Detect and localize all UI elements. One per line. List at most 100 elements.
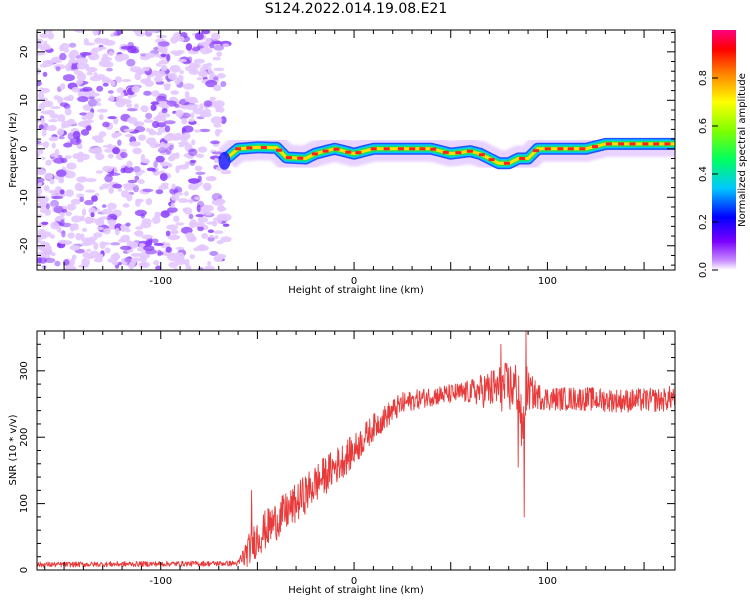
ridge-peak (235, 147, 242, 151)
noise-speckle (140, 213, 145, 219)
noise-speckle (175, 222, 185, 226)
noise-speckle (86, 248, 91, 252)
ridge-peak (409, 147, 416, 151)
noise-speckle (117, 187, 123, 192)
noise-speckle (188, 213, 194, 220)
noise-speckle (56, 169, 67, 177)
noise-speckle (61, 230, 66, 238)
noise-speckle (169, 144, 174, 150)
noise-speckle (187, 56, 193, 64)
colorbar-label: Normalized spectral amplitude (737, 73, 748, 227)
noise-speckle (58, 239, 67, 244)
noise-speckle (214, 129, 221, 137)
noise-speckle (123, 128, 135, 132)
spectrogram-xlabel: Height of straight line (km) (288, 285, 424, 296)
noise-speckle (102, 82, 109, 87)
ridge-peak (478, 153, 485, 157)
noise-speckle (87, 92, 100, 97)
noise-speckle (77, 96, 89, 103)
noise-speckle (98, 114, 104, 121)
noise-speckle (160, 53, 167, 58)
noise-speckle (135, 172, 143, 176)
noise-speckle (71, 223, 79, 231)
noise-speckle (112, 183, 123, 189)
noise-speckle (205, 176, 217, 182)
noise-speckle (60, 219, 65, 227)
snr-ytick-label: 200 (19, 428, 30, 447)
noise-speckle (140, 222, 152, 229)
ridge-peak (397, 147, 404, 151)
noise-speckle (213, 230, 224, 234)
noise-speckle (222, 43, 230, 48)
noise-speckle (124, 256, 132, 263)
noise-speckle (181, 226, 193, 234)
noise-speckle (184, 258, 190, 267)
noise-speckle (45, 159, 52, 166)
noise-speckle (205, 211, 213, 216)
noise-speckle (196, 45, 204, 49)
noise-speckle (216, 73, 226, 79)
noise-speckle (39, 33, 51, 38)
noise-speckle (114, 227, 120, 236)
noise-speckle (201, 233, 209, 239)
noise-speckle (188, 118, 195, 122)
snr-ylabel: SNR (10 * v/v) (8, 414, 19, 485)
noise-speckle (159, 173, 168, 181)
ridge-peak (629, 142, 636, 146)
noise-speckle (145, 249, 157, 255)
noise-speckle (46, 109, 55, 115)
noise-speckle (86, 111, 95, 119)
noise-speckle (154, 53, 161, 58)
noise-speckle (188, 62, 200, 70)
noise-speckle (146, 127, 151, 133)
noise-speckle (120, 45, 133, 50)
noise-speckle (186, 235, 197, 243)
noise-speckle (81, 208, 87, 216)
noise-speckle (187, 183, 200, 191)
noise-speckle (74, 30, 86, 33)
noise-speckle (164, 125, 171, 133)
noise-speckle (141, 234, 153, 240)
noise-speckle (188, 148, 198, 157)
noise-speckle (177, 74, 184, 83)
ridge-peak (333, 147, 340, 151)
noise-speckle (43, 40, 48, 48)
noise-speckle (213, 255, 223, 262)
noise-speckle (44, 172, 54, 180)
noise-speckle (212, 56, 221, 61)
noise-speckle (197, 70, 206, 77)
noise-speckle (157, 147, 168, 154)
noise-speckle (194, 32, 204, 40)
noise-speckle (64, 108, 72, 116)
noise-speckle (108, 51, 114, 57)
noise-speckle (42, 129, 47, 137)
noise-speckle (99, 241, 106, 250)
noise-speckle (37, 148, 44, 155)
noise-speckle (65, 211, 72, 217)
noise-speckle (203, 204, 214, 212)
spectrogram-ytick-label: 10 (19, 94, 30, 107)
noise-speckle (90, 212, 95, 218)
spectrogram-ytick-label: -10 (19, 189, 30, 205)
noise-speckle (126, 108, 138, 112)
noise-speckle (154, 70, 166, 78)
noise-speckle (157, 93, 167, 100)
noise-speckle (209, 251, 219, 256)
noise-speckle (177, 164, 189, 170)
noise-speckle (107, 90, 114, 94)
noise-speckle (37, 193, 42, 199)
noise-speckle (146, 75, 151, 83)
noise-speckle (135, 198, 144, 203)
ridge-peak (605, 142, 612, 146)
noise-speckle (145, 137, 157, 145)
noise-speckle (130, 48, 140, 54)
noise-speckle (86, 71, 93, 76)
noise-speckle (37, 236, 42, 244)
noise-speckle (197, 216, 209, 223)
chart-title: S124.2022.014.19.08.E21 (264, 1, 448, 17)
noise-speckle (79, 196, 84, 202)
noise-speckle (168, 261, 179, 268)
noise-speckle (139, 169, 146, 174)
noise-speckle (65, 264, 75, 270)
noise-speckle (64, 155, 72, 159)
